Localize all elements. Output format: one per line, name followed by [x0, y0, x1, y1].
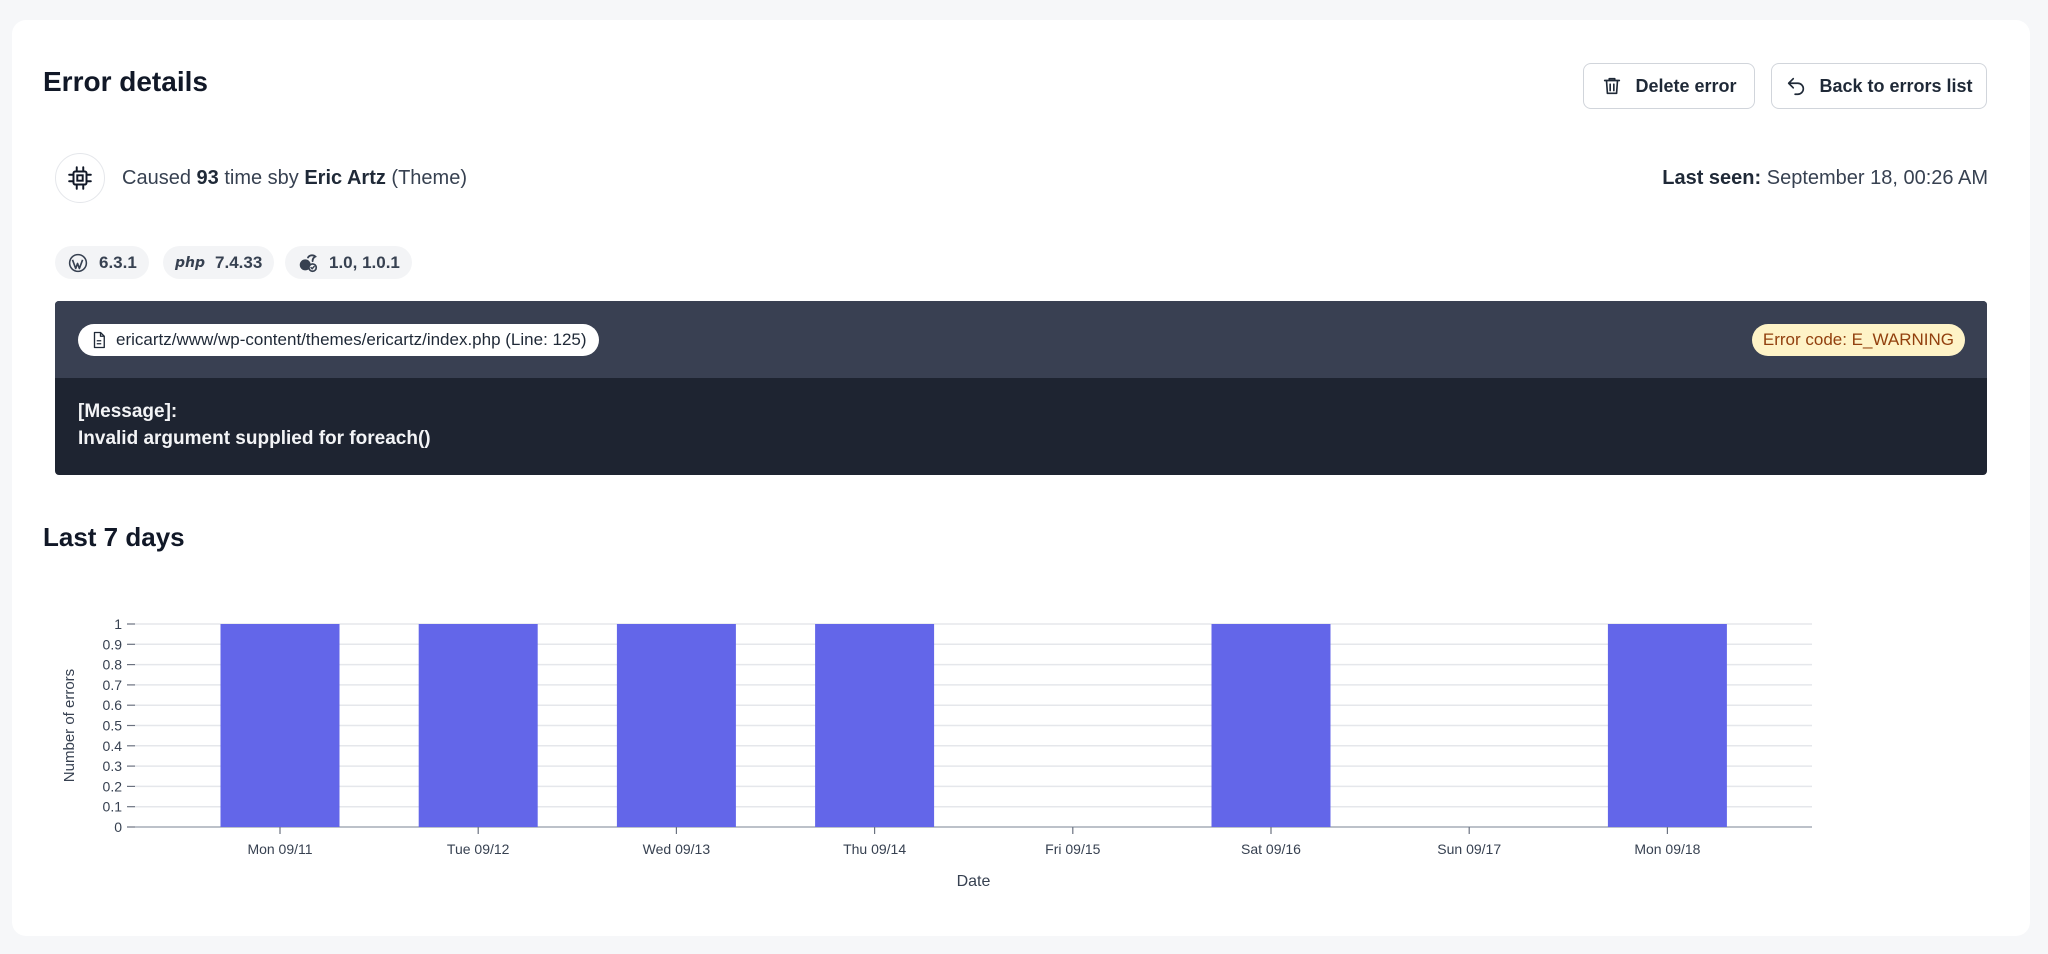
caused-prefix: Caused [122, 167, 191, 189]
source-icon-badge [55, 153, 105, 203]
wordpress-version: 6.3.1 [99, 252, 137, 272]
error-count: 93 [196, 167, 219, 189]
file-path-chip: ericartz/www/wp-content/themes/ericartz/… [78, 324, 599, 356]
page-title: Error details [43, 66, 208, 97]
error-message-box: ericartz/www/wp-content/themes/ericartz/… [55, 301, 1987, 475]
wordpress-icon [68, 253, 88, 272]
cpu-chip-icon [68, 166, 92, 190]
php-version: 7.4.33 [215, 252, 263, 272]
php-icon: php [175, 254, 206, 271]
wordpress-version-pill: 6.3.1 [55, 246, 149, 279]
message-label: [Message]: [78, 401, 178, 422]
chart-section-title: Last 7 days [43, 522, 185, 552]
caused-mid: time sby [224, 167, 299, 189]
source-type: (Theme) [391, 167, 467, 189]
plugin-version-pill: 1.0, 1.0.1 [285, 246, 412, 279]
caused-summary: Caused 93 time sby Eric Artz (Theme) [122, 167, 467, 190]
message-text: Invalid argument supplied for foreach() [78, 428, 431, 449]
file-icon [93, 331, 105, 349]
plugin-version-icon [299, 253, 318, 272]
error-header-bar: ericartz/www/wp-content/themes/ericartz/… [55, 301, 1987, 378]
trash-icon [1604, 77, 1621, 95]
file-path: ericartz/www/wp-content/themes/ericartz/… [116, 330, 587, 349]
delete-error-label: Delete error [1635, 75, 1737, 96]
plugin-version: 1.0, 1.0.1 [329, 252, 400, 272]
last-seen-label: Last seen: [1662, 167, 1762, 189]
back-to-errors-button[interactable]: Back to errors list [1771, 63, 1987, 109]
last-seen: Last seen: September 18, 00:26 AM [1662, 167, 1988, 190]
back-to-errors-label: Back to errors list [1819, 75, 1973, 96]
error-details-card [12, 20, 2030, 936]
last-seen-value: September 18, 00:26 AM [1766, 167, 1988, 189]
undo-arrow-icon [1788, 77, 1805, 96]
delete-error-button[interactable]: Delete error [1583, 63, 1755, 109]
error-author: Eric Artz [304, 167, 386, 189]
php-version-pill: php 7.4.33 [163, 246, 275, 279]
error-code-badge: Error code: E_WARNING [1751, 324, 1965, 356]
